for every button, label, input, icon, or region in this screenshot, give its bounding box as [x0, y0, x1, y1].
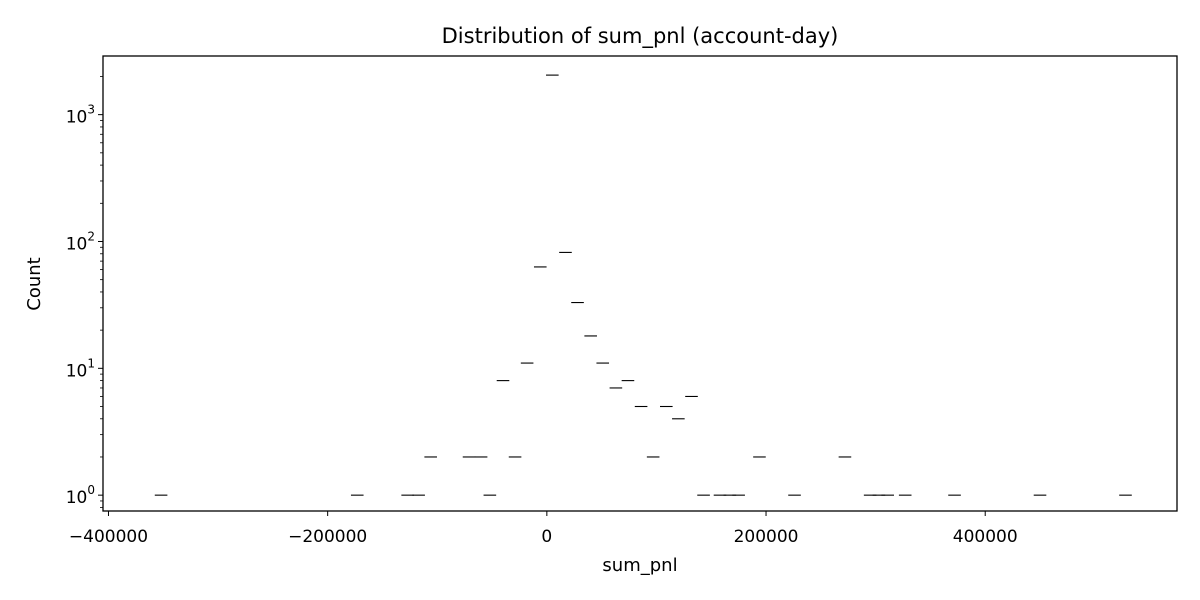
y-tick-label: 100 — [66, 483, 95, 508]
y-tick-label: 102 — [66, 229, 95, 254]
x-tick-label: −400000 — [69, 527, 148, 547]
x-tick-label: 0 — [541, 527, 552, 547]
y-axis-label: Count — [24, 257, 45, 310]
x-tick-label: 200000 — [734, 527, 799, 547]
plot-area-frame — [102, 55, 1178, 512]
chart-title: Distribution of sum_pnl (account-day) — [442, 24, 839, 49]
x-tick-label: −200000 — [288, 527, 367, 547]
x-tick-label: 400000 — [953, 527, 1018, 547]
x-axis-ticks: −400000 −200000 0 200000 400000 — [69, 511, 1018, 547]
y-tick-label: 103 — [66, 103, 95, 128]
y-axis-ticks: 100 101 102 103 — [66, 76, 103, 508]
bars-layer — [154, 74, 1132, 496]
x-axis-label: sum_pnl — [602, 555, 677, 576]
y-tick-label: 101 — [66, 356, 95, 381]
